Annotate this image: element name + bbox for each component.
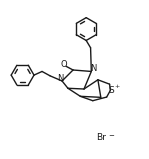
- Text: −: −: [108, 133, 114, 139]
- Text: N: N: [57, 74, 63, 83]
- Text: Br: Br: [96, 134, 106, 142]
- Text: O: O: [60, 60, 67, 69]
- Text: +: +: [114, 84, 119, 89]
- Text: N: N: [90, 64, 96, 73]
- Text: S: S: [108, 86, 114, 95]
